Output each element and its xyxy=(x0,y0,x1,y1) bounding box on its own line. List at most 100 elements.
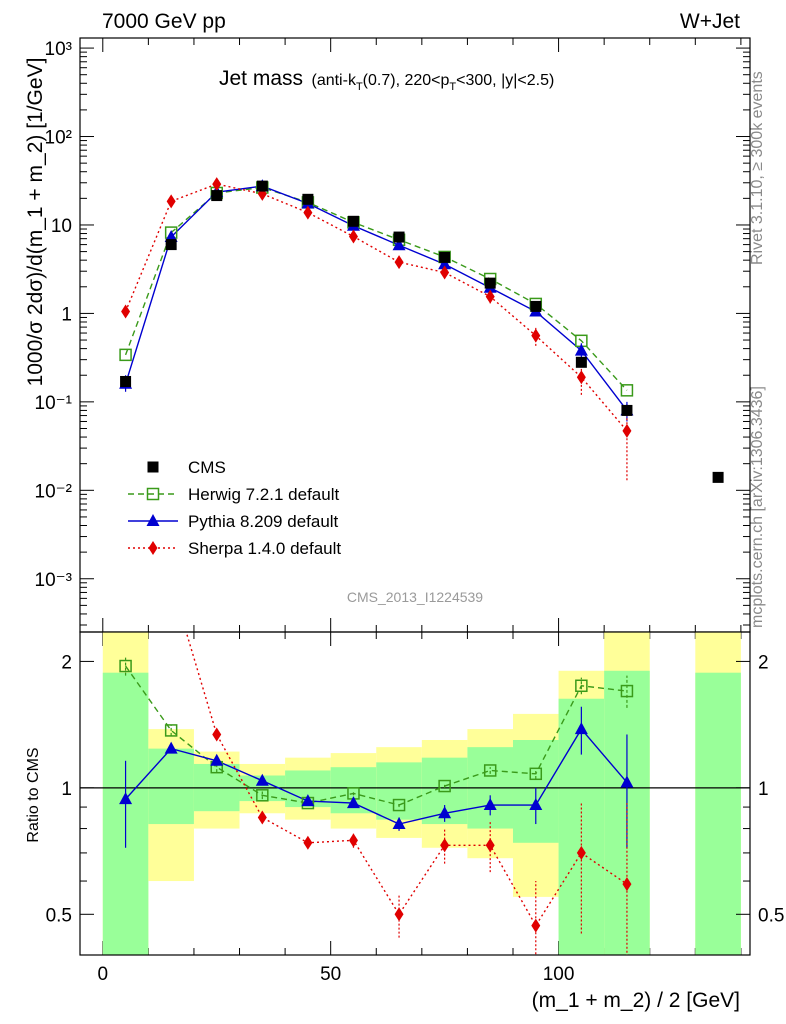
sherpa-point xyxy=(576,370,586,385)
sherpa-ratio-point xyxy=(622,877,632,892)
herwig-ratio-point xyxy=(529,767,543,781)
herwig-legend-label: Herwig 7.2.1 default xyxy=(188,485,339,504)
plot-title-main: Jet mass xyxy=(219,67,303,90)
plot-title-detail-suffix: <300, |y|<2.5) xyxy=(456,72,554,89)
sherpa-ratio-point xyxy=(348,833,358,848)
y-tick-label: 1 xyxy=(61,304,72,325)
y-tick-label: 10 xyxy=(51,216,72,237)
herwig-ratio-point xyxy=(164,724,178,737)
cms-point xyxy=(302,193,314,205)
main-panel: 10⁻³ 10⁻² 10⁻¹ 1 10 10² 10³ xyxy=(35,37,751,955)
header-left: 7000 GeV pp xyxy=(102,10,226,33)
plot-title: Jet mass (anti-kT(0.7), 220<pT<300, |y|<… xyxy=(219,67,554,93)
pythia-ratio-line xyxy=(125,727,628,825)
sherpa-ratio-point xyxy=(576,845,586,860)
analysis-label: CMS_2013_I1224539 xyxy=(347,589,483,605)
sherpa-point xyxy=(485,289,495,304)
pythia-legend-marker xyxy=(146,514,160,526)
pythia-point xyxy=(438,257,452,270)
pythia-ratio-point xyxy=(301,794,315,807)
band-inner xyxy=(148,748,194,825)
herwig-ratio-point xyxy=(483,764,497,777)
pythia-ratio-point xyxy=(392,817,406,830)
sherpa-legend-label: Sherpa 1.4.0 default xyxy=(188,539,341,558)
cms-point xyxy=(621,404,633,416)
herwig-ratio-point xyxy=(119,659,132,673)
sherpa-legend-marker xyxy=(148,541,158,555)
cms-point xyxy=(347,215,359,227)
herwig-ratio-point xyxy=(620,684,634,698)
sherpa-point xyxy=(622,423,632,438)
band-inner xyxy=(695,672,741,955)
ratio-y-tick-label-right: 2 xyxy=(758,652,769,673)
pythia-ratio-point xyxy=(255,773,269,786)
herwig-line xyxy=(124,186,628,391)
ratio-series xyxy=(119,448,634,955)
herwig-ratio-point xyxy=(392,798,406,812)
mcplots-note: mcplots.cern.ch [arXiv:1306.3436] xyxy=(749,386,766,628)
y-tick-label: 10⁻¹ xyxy=(35,393,73,414)
pythia-ratio-point xyxy=(164,741,178,754)
pythia-ratio-point xyxy=(119,792,133,805)
sherpa-point xyxy=(212,177,222,192)
herwig-point xyxy=(119,348,132,362)
ratio-y-axis-title: Ratio to CMS xyxy=(25,747,42,842)
main-y-axis-title: 1000/σ 2dσ)/d(m_1 + m_2) [1/GeV] xyxy=(24,58,47,387)
ratio-y-tick-label-right: 0.5 xyxy=(758,905,784,926)
sherpa-point xyxy=(348,229,358,244)
sherpa-ratio-point xyxy=(485,838,495,853)
ratio-frame xyxy=(79,631,751,956)
herwig-legend-marker xyxy=(146,487,160,501)
sherpa-point xyxy=(166,194,176,209)
cms-point xyxy=(575,356,587,368)
pythia-point xyxy=(574,343,588,356)
herwig-ratio-point xyxy=(575,679,588,693)
ratio-y-tick-label: 0.5 xyxy=(46,905,72,926)
ratio-y-tick-label-right: 1 xyxy=(758,779,769,800)
sherpa-ratio-point xyxy=(167,574,176,588)
ratio-y-tick-label: 2 xyxy=(61,652,72,673)
cms-point xyxy=(120,375,132,387)
x-tick-label: 50 xyxy=(320,964,341,985)
y-tick-label: 10² xyxy=(45,128,72,149)
pythia-ratio-point xyxy=(210,753,224,766)
sherpa-ratio-point xyxy=(257,810,267,825)
cms-point xyxy=(439,251,451,263)
cms-legend-marker xyxy=(147,461,159,473)
ratio-bands xyxy=(102,632,741,955)
sherpa-point xyxy=(303,205,313,220)
sherpa-point xyxy=(394,255,404,270)
sherpa-point xyxy=(440,265,450,280)
cms-point xyxy=(165,239,177,251)
herwig-ratio-point xyxy=(256,789,269,802)
pythia-ratio-point xyxy=(574,722,588,735)
herwig-point xyxy=(620,384,634,397)
cms-point xyxy=(211,190,223,202)
x-tick-label: 0 xyxy=(98,964,109,985)
sherpa-ratio-point xyxy=(303,835,313,850)
cms-point xyxy=(484,277,496,289)
pythia-point xyxy=(164,230,178,243)
legend: CMS Herwig 7.2.1 default Pythia 8.209 defa… xyxy=(128,458,341,558)
pythia-ratio-point xyxy=(620,775,634,788)
cms-point xyxy=(712,471,724,483)
y-tick-label: 10⁻² xyxy=(35,481,73,502)
plot-title-sub2: T xyxy=(449,81,456,93)
cms-legend-label: CMS xyxy=(188,458,226,477)
ratio-y-tick-label: 1 xyxy=(61,779,72,800)
plot-title-sub1: T xyxy=(356,81,363,93)
rivet-note: Rivet 3.1.10, ≥ 300k events xyxy=(749,71,766,265)
cms-point xyxy=(530,300,542,312)
sherpa-line xyxy=(124,183,628,432)
pythia-point xyxy=(392,238,406,251)
header-right: W+Jet xyxy=(680,10,740,33)
plot-title-detail-prefix: (anti-k xyxy=(311,72,356,89)
y-tick-label: 10³ xyxy=(45,39,72,60)
sherpa-ratio-point xyxy=(121,448,130,462)
main-frame xyxy=(79,37,751,633)
main-series xyxy=(119,177,724,483)
sherpa-ratio-point xyxy=(440,838,450,853)
sherpa-ratio-point xyxy=(531,918,541,933)
cms-point xyxy=(393,231,405,243)
sherpa-point xyxy=(121,304,131,319)
